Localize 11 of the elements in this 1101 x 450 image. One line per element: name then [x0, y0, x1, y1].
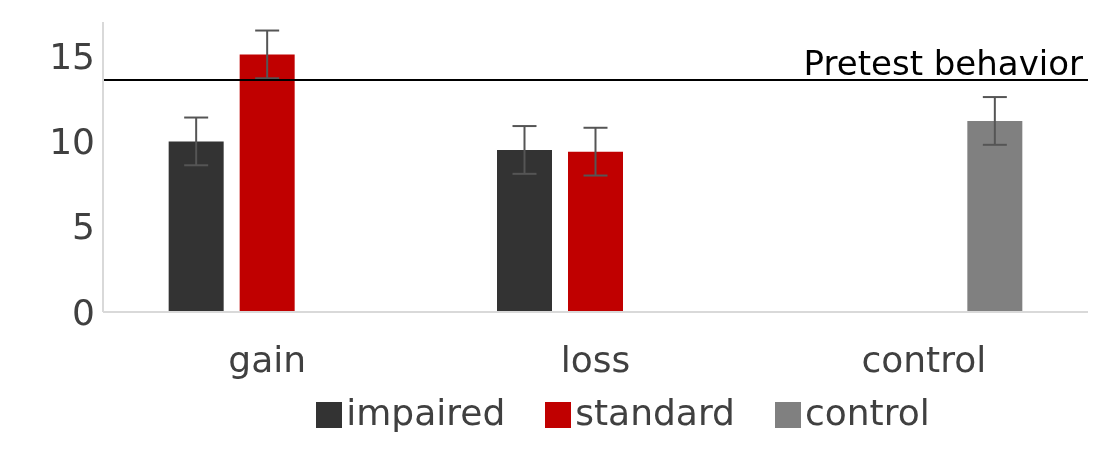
- y-tick-label: 10: [49, 121, 95, 163]
- y-tick-label: 15: [49, 35, 95, 77]
- legend-label: standard: [575, 392, 735, 433]
- ref-line-label: Pretest behavior: [803, 43, 1084, 83]
- legend-label: control: [804, 392, 930, 433]
- x-tick-label: gain: [228, 338, 307, 380]
- legend-label: impaired: [346, 392, 506, 433]
- x-tick-label: loss: [560, 338, 631, 380]
- y-tick-label: 5: [72, 206, 95, 248]
- y-tick-label: 0: [72, 291, 95, 333]
- x-tick-label: control: [861, 338, 987, 380]
